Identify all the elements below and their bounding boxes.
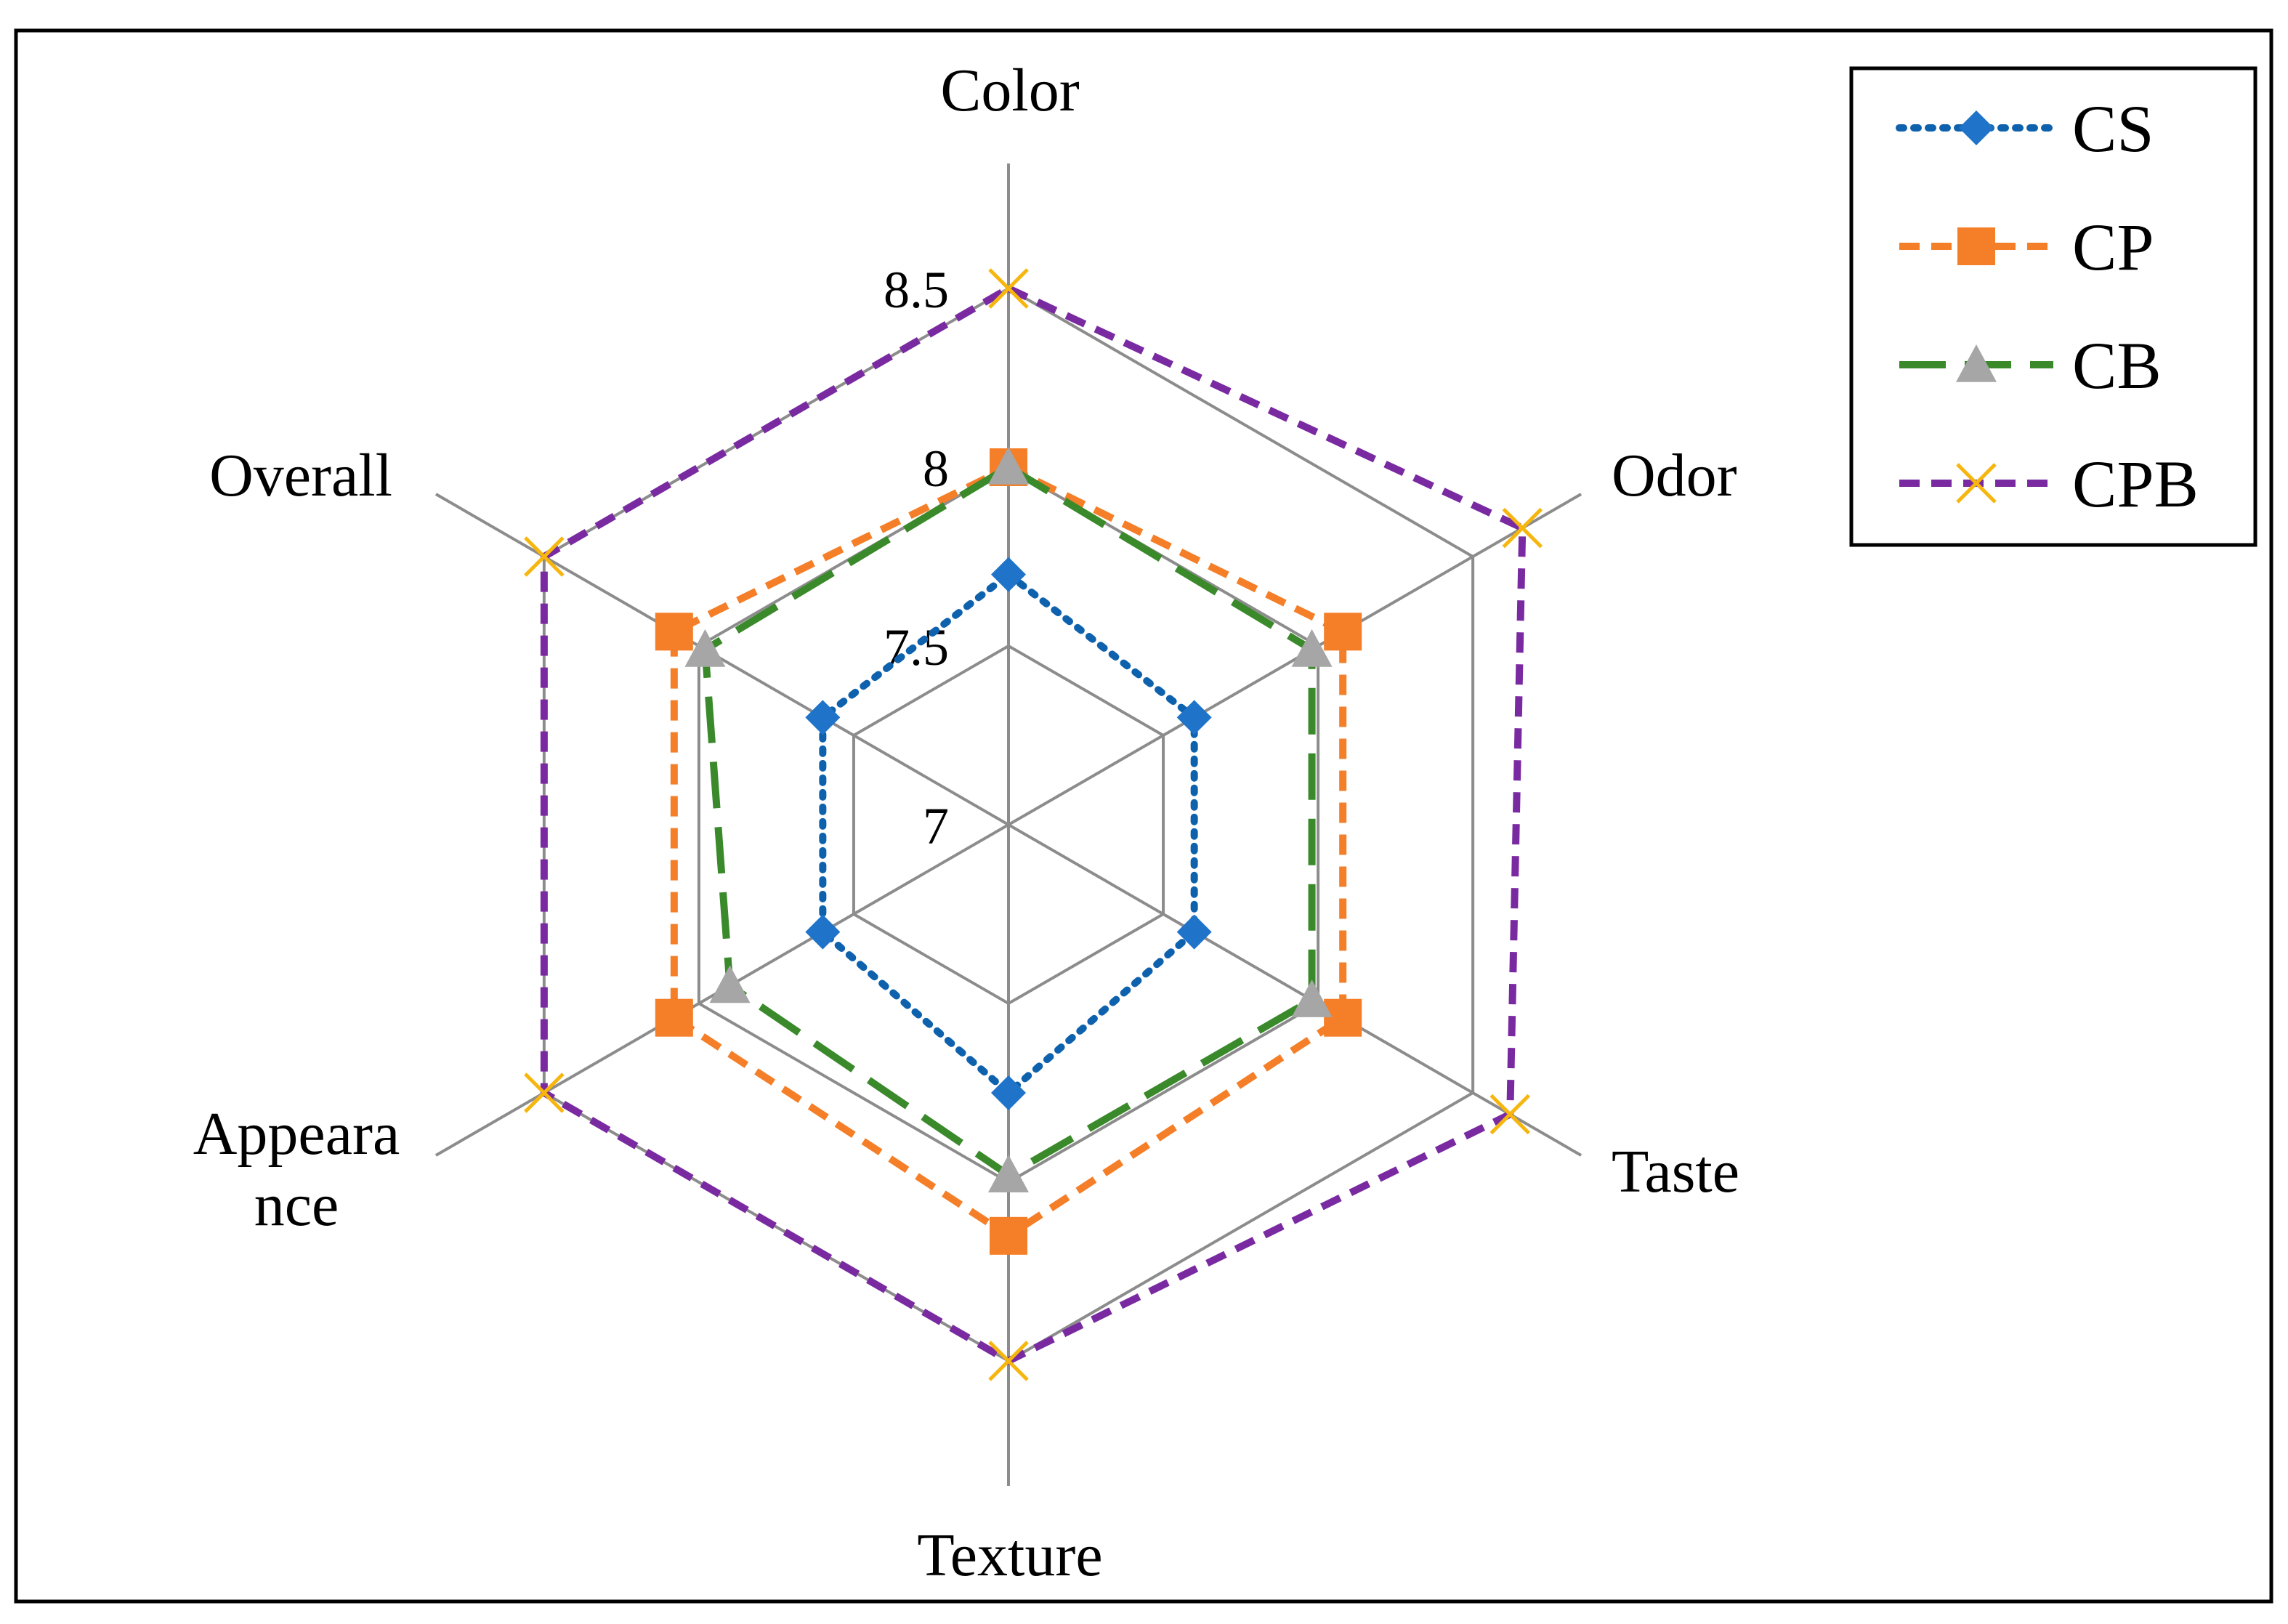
series-marker xyxy=(1176,914,1212,950)
series-cpb xyxy=(524,268,1543,1381)
series-marker xyxy=(655,998,693,1037)
legend-marker xyxy=(1956,463,1997,504)
legend-marker xyxy=(1959,110,1994,145)
series-marker xyxy=(988,1341,1029,1381)
legend: CS CP CB CPB xyxy=(1849,66,2257,547)
legend-label: CP xyxy=(2072,210,2154,284)
category-label: Taste xyxy=(1612,1138,1739,1205)
legend-item: CB xyxy=(1899,328,2162,403)
tick-layer: 77.588.5 xyxy=(884,261,949,855)
legend-box xyxy=(1849,66,2257,547)
series-marker xyxy=(1324,998,1362,1037)
tick-label: 8.5 xyxy=(884,261,949,319)
legend-label: CB xyxy=(2072,328,2162,403)
legend-item: CPB xyxy=(1899,447,2199,521)
tick-label: 8 xyxy=(923,440,949,498)
series-marker xyxy=(990,1216,1027,1255)
category-label: Appeara nce xyxy=(193,1100,400,1239)
series-cb xyxy=(684,447,1333,1192)
axis-line xyxy=(1007,493,1582,826)
legend-item: CP xyxy=(1899,210,2154,284)
series-marker xyxy=(991,1075,1026,1110)
series-marker xyxy=(988,268,1029,309)
series-marker xyxy=(1324,613,1362,651)
category-layer: Color Odor Taste Texture Appeara nce Overall xyxy=(193,57,1739,1589)
legend-marker xyxy=(1957,227,1995,265)
axis-line xyxy=(434,493,1009,826)
series-marker xyxy=(1502,507,1543,549)
series-marker xyxy=(709,965,751,1003)
series-marker xyxy=(655,613,693,651)
series-marker xyxy=(988,447,1029,485)
series-marker xyxy=(524,1072,565,1113)
axis-line xyxy=(1007,823,1582,1157)
category-label: Overall xyxy=(209,442,392,509)
series-marker xyxy=(1291,629,1333,667)
series-marker xyxy=(988,1155,1029,1192)
category-label: Texture xyxy=(917,1522,1102,1589)
legend-marker xyxy=(1956,344,1997,382)
series-marker xyxy=(684,629,726,667)
series-marker xyxy=(1176,700,1212,735)
series-layer xyxy=(524,268,1543,1381)
series-cp xyxy=(655,448,1362,1255)
legend-item: CS xyxy=(1896,92,2154,166)
series-marker xyxy=(805,700,841,735)
series-marker xyxy=(1291,979,1333,1017)
series-marker xyxy=(524,536,565,577)
series-marker xyxy=(991,557,1026,592)
legend-label: CPB xyxy=(2072,447,2199,521)
series-marker xyxy=(805,914,841,950)
series-cs xyxy=(805,557,1212,1110)
series-marker xyxy=(1489,1094,1531,1135)
category-label: Odor xyxy=(1612,442,1737,509)
category-label: Color xyxy=(940,57,1079,124)
tick-label: 7 xyxy=(923,797,949,855)
legend-label: CS xyxy=(2072,92,2154,166)
